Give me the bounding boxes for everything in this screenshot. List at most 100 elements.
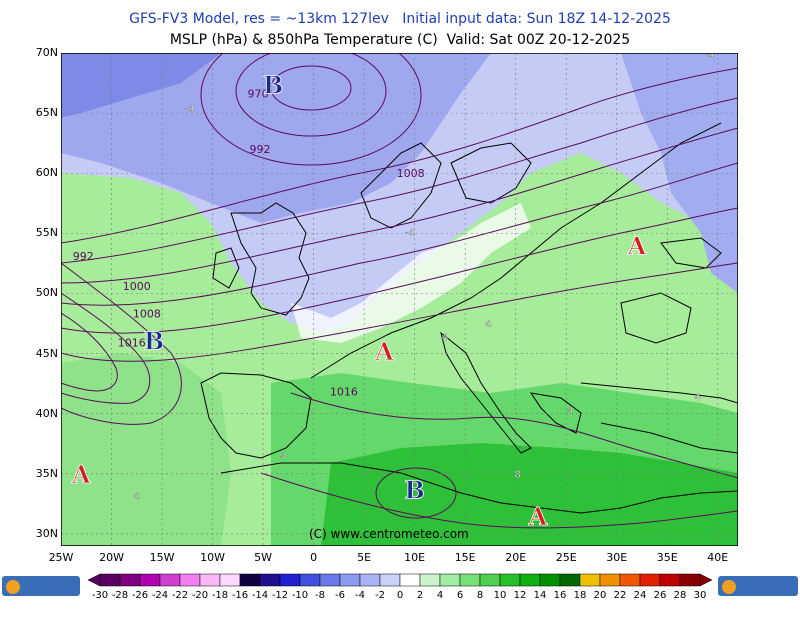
colorbar-label: -22 <box>171 590 189 601</box>
colorbar-label: -14 <box>251 590 269 601</box>
longitude-label: 20E <box>505 551 527 564</box>
colorbar-label: 26 <box>653 590 667 601</box>
coastlines <box>200 122 738 514</box>
longitude-label: 15W <box>149 551 175 564</box>
field-subtitle: MSLP (hPa) & 850hPa Temperature (C) Vali… <box>169 32 631 48</box>
high-pressure-center: A <box>374 337 394 366</box>
low-pressure-center: B <box>405 475 425 504</box>
colorbar-label: 20 <box>593 590 607 601</box>
longitude-label: 10W <box>200 551 225 564</box>
colorbar-label: 18 <box>573 590 587 601</box>
colorbar-label: -30 <box>91 590 109 601</box>
centrometeo-logo-icon <box>6 579 20 594</box>
temperature-label: -4 <box>405 228 415 239</box>
low-pressure-center: B <box>144 326 164 355</box>
colorbar-swatch <box>599 573 621 587</box>
logo-text-left: centrometeo <box>2 600 67 612</box>
colorbar-swatch <box>659 573 681 587</box>
temperature-label: 4 <box>485 319 491 330</box>
colorbar-label: -16 <box>231 590 249 601</box>
latitude-label: 70N <box>35 46 58 59</box>
colorbar-swatch <box>259 573 281 587</box>
isobar-label: 1008 <box>133 308 161 321</box>
colorbar-swatch <box>279 573 301 587</box>
temperature-label: -4 <box>705 53 715 61</box>
colorbar-label: -24 <box>151 590 169 601</box>
low-pressure-center: B <box>263 70 283 99</box>
longitude-label: 25E <box>555 551 577 564</box>
colorbar-label: 24 <box>633 590 647 601</box>
temperature-label: -4 <box>531 53 541 56</box>
cold-region-core <box>61 53 491 223</box>
colorbar-swatch <box>159 573 181 587</box>
centrometeo-logo-icon <box>722 579 736 594</box>
colorbar-label: -4 <box>355 590 365 601</box>
colorbar-label: 8 <box>476 590 484 601</box>
colorbar-swatch <box>519 573 541 587</box>
weather-map: 976 992 1008 992 1000 1008 1016 1016 -4 -4 -4 -4 4 4… <box>61 53 738 546</box>
colorbar-swatch <box>619 573 641 587</box>
colorbar-swatch <box>319 573 341 587</box>
isobar-labels: 976 992 1008 992 1000 1008 1016 1016 <box>73 87 425 398</box>
temperature-label: 4 <box>694 393 700 404</box>
colorbar-swatch <box>139 573 161 587</box>
temperature-label: 4 <box>280 451 286 462</box>
latitude-label: 30N <box>35 526 58 540</box>
latitude-label: 35N <box>35 466 58 480</box>
high-pressure-center: A <box>627 231 647 260</box>
colorbar-label: 12 <box>513 590 527 601</box>
graticule <box>61 53 738 546</box>
latitude-label: 45N <box>35 346 58 360</box>
colorbar-label: 22 <box>613 590 627 601</box>
longitude-label: 35E <box>656 551 678 564</box>
colorbar-arrow-left <box>87 573 101 587</box>
colorbar-swatch <box>359 573 381 587</box>
latitude-label: 65N <box>35 106 58 120</box>
colorbar-label: 6 <box>456 590 464 601</box>
colorbar-label: -6 <box>335 590 345 601</box>
colorbar-swatch <box>499 573 521 587</box>
high-pressure-center: A <box>71 460 91 489</box>
centrometeo-logo-right[interactable]: centrometeo <box>718 576 798 612</box>
colorbar-swatch <box>679 573 701 587</box>
colorbar-swatch <box>339 573 361 587</box>
latitude-label: 60N <box>35 166 58 180</box>
cold-region-deep <box>61 53 221 118</box>
colorbar-label: 14 <box>533 590 547 601</box>
colorbar-label: -20 <box>191 590 209 601</box>
colorbar-swatch <box>199 573 221 587</box>
warm-region-atlantic <box>61 353 231 546</box>
logo-text-right: centrometeo <box>718 600 783 612</box>
colorbar-swatch <box>459 573 481 587</box>
centrometeo-logo-left[interactable]: centrometeo <box>2 576 80 612</box>
pressure-centers: B B B A A A A <box>70 70 647 531</box>
longitude-label: 30E <box>606 551 628 564</box>
colorbar-label: -26 <box>131 590 149 601</box>
copyright-text: (C) www.centrometeo.com <box>309 527 469 541</box>
isobar-label: 1000 <box>123 280 151 293</box>
colorbar-arrow-right <box>699 573 713 587</box>
colorbar-swatch <box>439 573 461 587</box>
temperature-label: -4 <box>184 104 194 115</box>
isobars <box>61 53 738 529</box>
longitude-label: 20W <box>99 551 124 564</box>
colorbar-label: 10 <box>493 590 507 601</box>
colorbar-label: 0 <box>396 590 404 601</box>
temperature-labels: -4 -4 -4 -4 4 4 4 4 4 4 8 <box>133 53 715 502</box>
model-title: GFS-FV3 Model, res = ~13km 127lev Initia… <box>129 11 671 27</box>
temperature-label: 8 <box>515 469 521 480</box>
colorbar-label: -10 <box>291 590 309 601</box>
colorbar-label: 4 <box>436 590 444 601</box>
colorbar-swatch <box>99 573 121 587</box>
high-pressure-center: A <box>528 502 548 531</box>
isobar-label: 976 <box>248 87 269 100</box>
longitude-label: 5W <box>254 551 273 564</box>
longitude-label: 40E <box>707 551 729 564</box>
colorbar-label: 30 <box>693 590 707 601</box>
colorbar-label: 28 <box>673 590 687 601</box>
colorbar-swatch <box>399 573 421 587</box>
isobar-label: 1008 <box>397 167 425 180</box>
colorbar-label: -8 <box>315 590 325 601</box>
colorbar-swatch <box>539 573 561 587</box>
isobar-label: 1016 <box>118 336 146 349</box>
